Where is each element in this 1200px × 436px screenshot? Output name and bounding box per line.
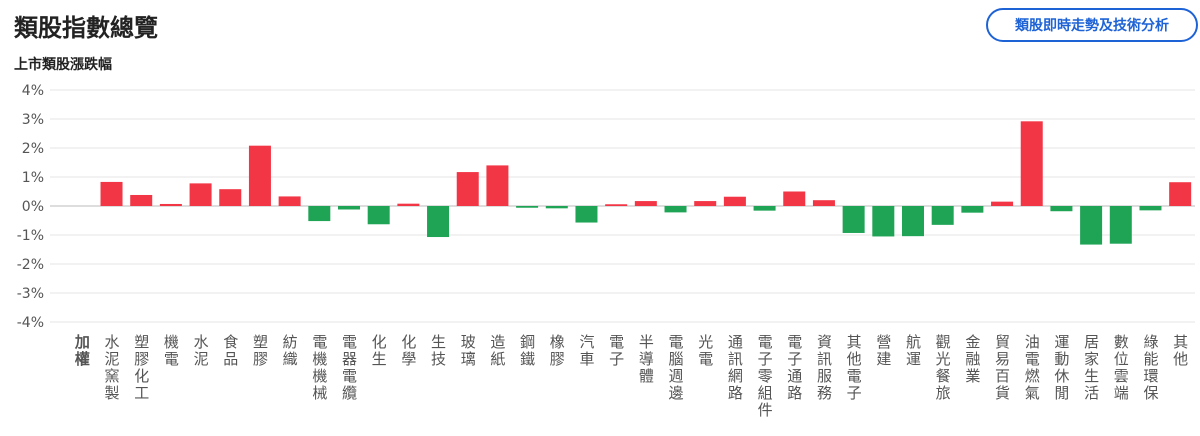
bar xyxy=(189,183,212,206)
x-tick-label: 電子零組件 xyxy=(756,334,774,419)
y-tick-label: -3% xyxy=(17,286,44,302)
bar xyxy=(100,181,123,206)
bar xyxy=(1169,182,1192,206)
x-tick-label: 水泥窯製 xyxy=(103,334,121,402)
x-tick-label: 水泥 xyxy=(192,334,210,368)
x-tick-label: 電機機械 xyxy=(310,334,328,402)
bar xyxy=(248,145,271,206)
bar xyxy=(456,172,479,206)
bar xyxy=(575,206,598,223)
bar xyxy=(308,206,331,222)
bar xyxy=(1020,121,1043,206)
bar xyxy=(1109,206,1132,244)
bar xyxy=(872,206,895,237)
analysis-button[interactable]: 類股即時走勢及技術分析 xyxy=(986,8,1198,42)
y-tick-label: 1% xyxy=(22,170,44,186)
bar xyxy=(842,206,865,233)
y-tick-label: 2% xyxy=(22,141,44,157)
x-tick-label: 數位雲端 xyxy=(1112,334,1130,402)
bar xyxy=(159,203,182,206)
bar xyxy=(605,204,628,206)
x-tick-label: 機電 xyxy=(162,334,180,368)
y-tick-label: 4% xyxy=(22,83,44,99)
x-tick-label: 營建 xyxy=(874,334,892,368)
y-tick-label: 3% xyxy=(22,112,44,128)
bar xyxy=(367,206,390,225)
x-tick-label: 油電燃氣 xyxy=(1023,334,1041,402)
x-tick-label: 電子通路 xyxy=(785,334,803,402)
y-tick-label: 0% xyxy=(22,199,44,215)
x-tick-label: 化生 xyxy=(370,334,388,368)
chart-title: 上市類股漲跌幅 xyxy=(14,57,112,73)
x-tick-label: 半導體 xyxy=(637,334,655,385)
bar xyxy=(902,206,924,237)
bar xyxy=(991,201,1014,206)
x-tick-label: 航運 xyxy=(904,334,922,368)
x-tick-label: 運動休閒 xyxy=(1052,334,1070,402)
bar xyxy=(397,203,420,206)
x-tick-label: 綠能環保 xyxy=(1141,334,1159,402)
x-tick-label: 其他 xyxy=(1171,334,1189,368)
x-tick-label: 觀光餐旅 xyxy=(934,334,952,402)
x-tick-label: 塑膠 xyxy=(251,334,269,368)
x-tick-label: 塑膠化工 xyxy=(132,334,150,402)
x-tick-label: 貿易百貨 xyxy=(993,334,1011,402)
x-tick-label: 汽車 xyxy=(577,334,595,368)
bar xyxy=(219,189,242,206)
x-tick-label: 電腦週邊 xyxy=(667,334,685,402)
x-tick-label: 居家生活 xyxy=(1082,334,1100,402)
x-tick-label: 食品 xyxy=(221,334,239,368)
bar xyxy=(812,200,835,206)
page-title: 類股指數總覽 xyxy=(14,14,158,42)
x-tick-label: 通訊網路 xyxy=(726,334,744,402)
y-tick-label: -1% xyxy=(17,228,44,244)
x-tick-label: 光電 xyxy=(696,334,714,368)
y-tick-label: -4% xyxy=(17,315,44,331)
x-tick-label: 造紙 xyxy=(488,334,506,368)
x-tick-label: 化學 xyxy=(399,334,417,368)
x-tick-label: 電器電纜 xyxy=(340,334,358,402)
bar xyxy=(723,196,746,206)
bar xyxy=(1080,206,1103,245)
x-tick-label: 加權 xyxy=(73,334,91,368)
bar xyxy=(694,201,717,206)
x-tick-label: 資訊服務 xyxy=(815,334,833,402)
x-tick-label: 金融業 xyxy=(963,334,981,385)
bar xyxy=(427,206,450,238)
x-tick-label: 紡織 xyxy=(281,334,299,368)
bar xyxy=(545,206,568,209)
x-tick-label: 電子 xyxy=(607,334,625,368)
y-tick-label: -2% xyxy=(17,257,44,273)
bar xyxy=(338,206,360,210)
bar xyxy=(130,194,153,206)
x-tick-label: 橡膠 xyxy=(548,334,566,368)
bar xyxy=(516,206,539,208)
bar xyxy=(931,206,954,225)
x-tick-label: 生技 xyxy=(429,334,447,368)
bar xyxy=(486,165,509,206)
bar xyxy=(1139,206,1162,211)
x-tick-label: 其他電子 xyxy=(845,334,863,402)
x-tick-label: 鋼鐵 xyxy=(518,334,536,368)
x-tick-label: 玻璃 xyxy=(459,334,477,368)
bar xyxy=(634,201,657,206)
bar xyxy=(753,206,776,211)
bar xyxy=(783,191,806,206)
bar xyxy=(1050,206,1073,212)
bar xyxy=(278,196,301,206)
bar xyxy=(961,206,984,213)
bar xyxy=(664,206,687,213)
